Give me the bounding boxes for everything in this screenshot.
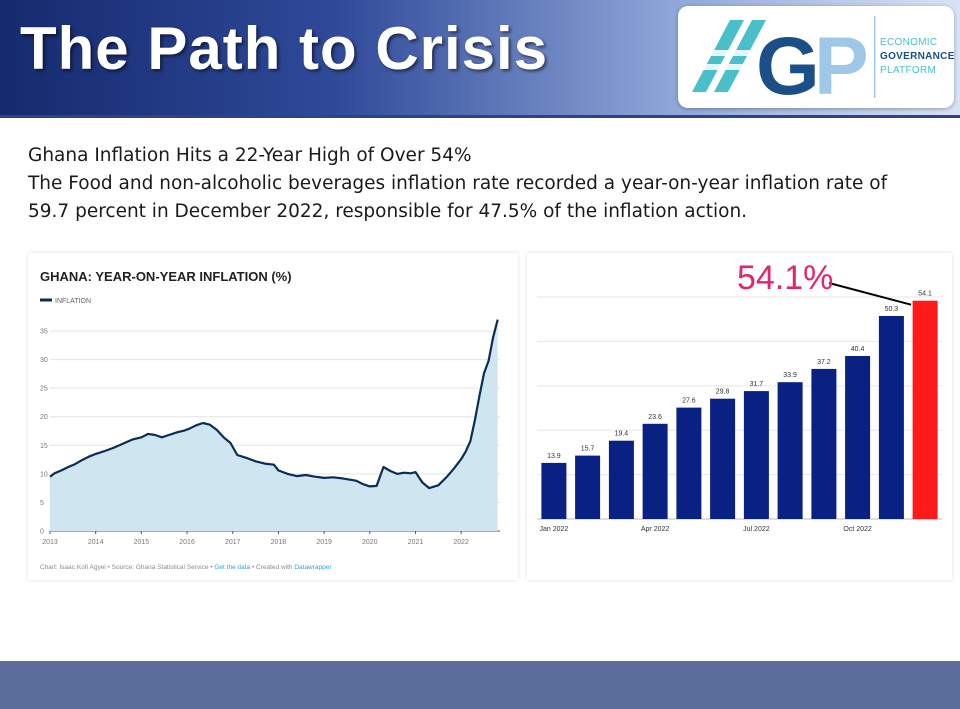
bar-value-label: 37.2 [817,359,831,366]
bar-sep-2022 [811,368,837,519]
bar-value-label: 13.9 [547,453,561,460]
intro-line-3: 59.7 percent in December 2022, responsib… [28,201,748,222]
intro-text: Ghana Inflation Hits a 22-Year High of O… [28,142,948,226]
intro-headline: Ghana Inflation Hits a 22-Year High of O… [28,145,472,166]
logo-line-platform: PLATFORM [880,65,937,76]
bar-value-label: 29.8 [716,389,730,396]
bar-value-label: 40.4 [851,346,865,353]
bar-dec-2022 [912,300,938,519]
logo-caption: ECONOMIC GOVERNANCE PLATFORM [880,36,955,78]
bar-nov-2022 [878,316,904,519]
footnote-datawrapper-link[interactable]: Datawrapper [294,564,332,571]
intro-line-2: The Food and non-alcoholic beverages inf… [28,173,888,194]
footnote-get-data-link[interactable]: Get the data [214,564,250,571]
area-x-tick-label: 2016 [179,539,195,546]
bar-value-label: 50.3 [885,306,899,313]
logo-line-governance: GOVERNANCE [880,51,955,62]
bar-value-label: 31.7 [750,381,764,388]
bar-aug-2022 [777,382,803,519]
area-chart-title: GHANA: YEAR-ON-YEAR INFLATION (%) [40,269,292,284]
bar-jun-2022 [710,398,736,519]
bar-may-2022 [676,407,702,519]
bar-feb-2022 [575,455,601,519]
bar-mar-2022 [608,440,634,519]
area-y-tick-label: 35 [40,329,48,336]
footnote-source: Chart: Isaac Kofi Agyei • Source: Ghana … [40,564,214,571]
bar-x-tick-label: Jan 2022 [539,526,568,533]
area-y-tick-label: 25 [40,386,48,393]
area-y-tick-label: 10 [40,471,48,478]
area-x-tick-label: 2022 [453,539,469,546]
bar-value-label: 33.9 [783,372,797,379]
egp-logo: G P ECONOMIC GOVERNANCE PLATFORM [678,6,955,112]
area-x-tick-label: 2021 [408,539,424,546]
area-x-tick-label: 2019 [316,539,332,546]
monthly-inflation-bar-chart: 13.9 15.7 19.4 23.6 27.6 29.8 31.7 33.9 37.2 40.4… [537,259,942,533]
area-x-tick-label: 2018 [271,539,287,546]
bar-x-tick-label: Oct 2022 [843,526,872,533]
inflation-series-line [49,319,499,490]
logo-line-economic: ECONOMIC [880,37,938,48]
area-chart-footnote: Chart: Isaac Kofi Agyei • Source: Ghana … [40,564,332,571]
area-y-tick-label: 5 [40,500,44,507]
area-y-tick-label: 20 [40,414,48,421]
bar-value-label: 54.1 [918,291,932,298]
area-y-tick-label: 30 [40,357,48,364]
area-y-tick-label: 0 [40,529,44,536]
bar-jul-2022 [743,391,769,519]
area-y-tick-label: 15 [40,443,48,450]
footer-bar [0,661,960,709]
inflation-area-chart-panel: GHANA: YEAR-ON-YEAR INFLATION (%) INFLAT… [28,253,518,580]
bar-x-tick-label: Jul 2022 [743,526,770,533]
area-x-tick-label: 2013 [42,539,58,546]
area-x-tick-label: 2014 [88,539,104,546]
footnote-created-with: • Created with [250,564,294,571]
bar-value-label: 15.7 [581,446,595,453]
svg-text:G: G [756,21,820,108]
callout-54-percent: 54.1% [737,259,833,297]
egp-logo-mark: G P [692,16,876,112]
svg-text:P: P [814,21,869,108]
area-x-tick-label: 2020 [362,539,378,546]
bar-value-label: 27.6 [682,398,696,405]
monthly-bar-chart-panel: 13.9 15.7 19.4 23.6 27.6 29.8 31.7 33.9 37.2 40.4… [527,253,952,580]
area-x-tick-label: 2017 [225,539,241,546]
area-chart-legend-label: INFLATION [55,298,91,305]
bar-x-tick-label: Apr 2022 [641,526,670,533]
bar-oct-2022 [845,356,871,519]
bar-jan-2022 [541,462,567,519]
bar-value-label: 19.4 [615,431,629,438]
area-x-tick-label: 2015 [134,539,150,546]
page-title: The Path to Crisis [20,15,549,82]
inflation-area-fill [50,319,498,531]
header-banner: The Path to Crisis G P ECONOMIC GOVERNAN… [0,0,960,118]
bar-apr-2022 [642,423,668,519]
callout-pointer-line [828,282,912,306]
bar-value-label: 23.6 [648,414,662,421]
inflation-area-chart: GHANA: YEAR-ON-YEAR INFLATION (%) INFLAT… [40,269,500,571]
